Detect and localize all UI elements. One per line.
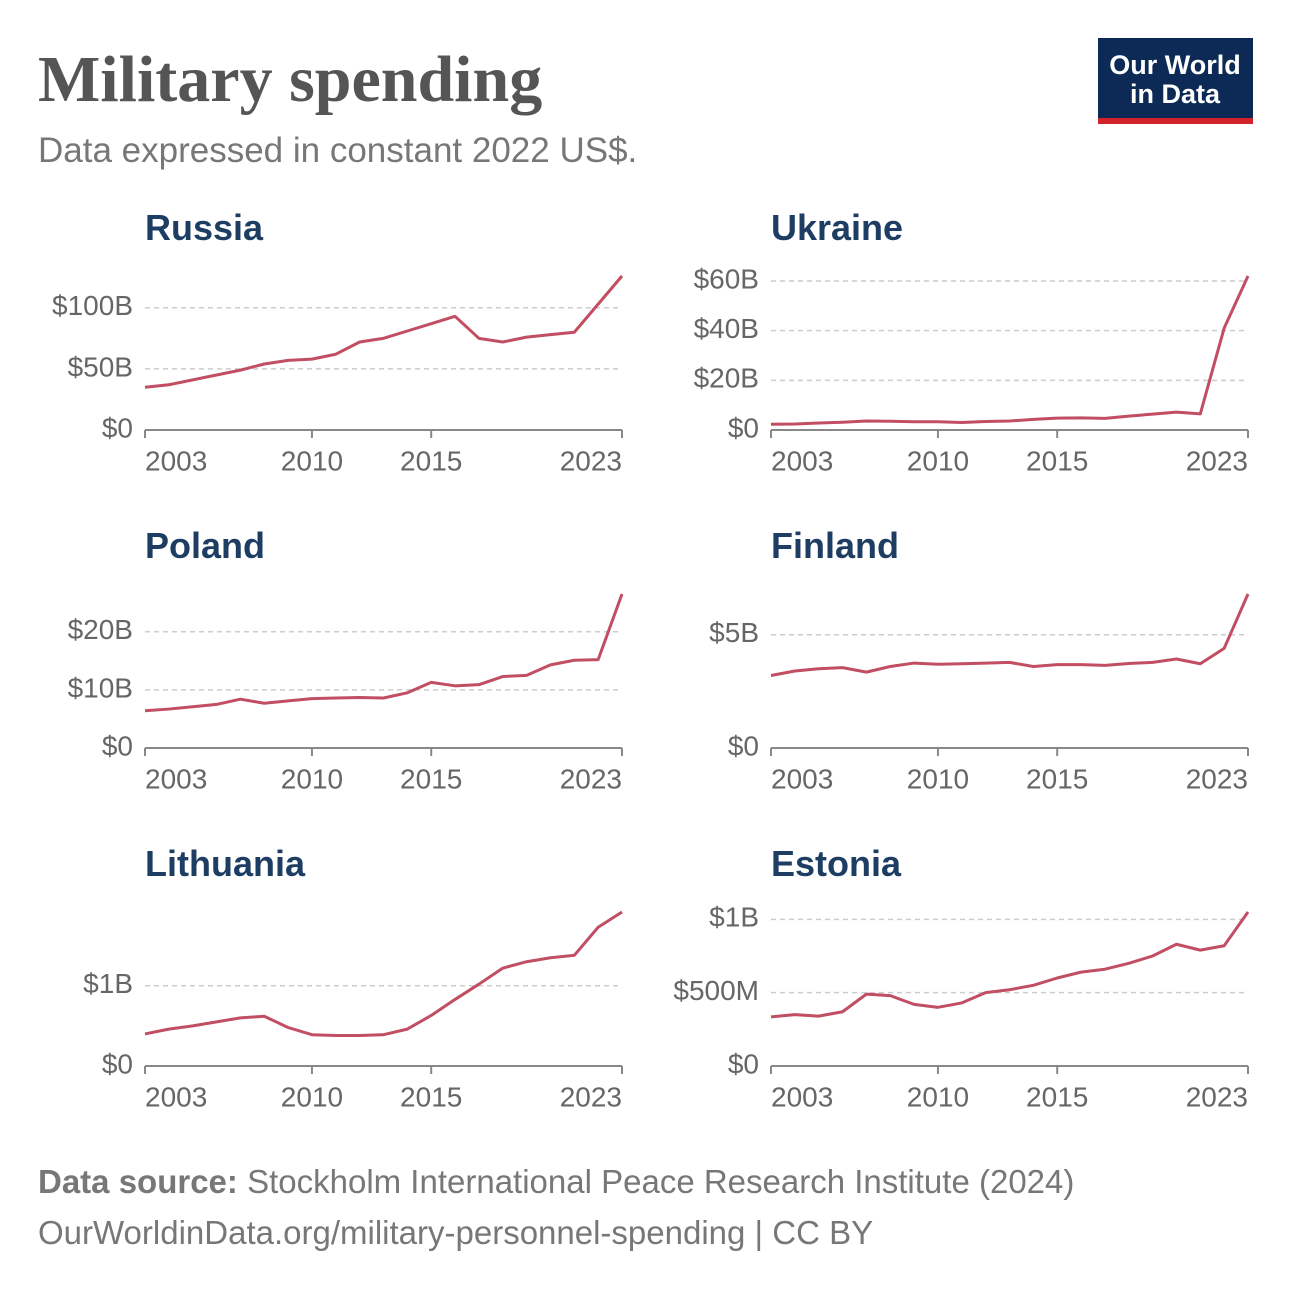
panel-title: Ukraine: [771, 207, 903, 248]
x-tick-label: 2023: [1186, 763, 1248, 794]
x-tick-label: 2015: [1026, 445, 1088, 476]
x-tick-label: 2003: [771, 1081, 833, 1112]
source-text: Stockholm International Peace Research I…: [247, 1163, 1074, 1200]
url: OurWorldinData.org/military-personnel-sp…: [38, 1214, 873, 1251]
y-tick-label: $60B: [694, 263, 759, 294]
y-tick-label: $20B: [68, 614, 133, 645]
x-tick-label: 2010: [907, 445, 969, 476]
logo-text: in Data: [1130, 79, 1221, 109]
line: [144, 275, 624, 389]
y-tick-label: $40B: [694, 313, 759, 344]
line: [144, 593, 624, 713]
logo-box: [1098, 38, 1253, 118]
x-tick-label: 2015: [1026, 763, 1088, 794]
logo-text: Our World: [1109, 50, 1241, 80]
panel-title: Poland: [145, 525, 265, 566]
y-tick-label: $0: [102, 412, 133, 443]
y-tick-label: $0: [728, 730, 759, 761]
x-tick-label: 2010: [281, 1081, 343, 1112]
x-tick-label: 2003: [771, 445, 833, 476]
x-tick-label: 2023: [560, 763, 622, 794]
y-tick-label: $0: [728, 1048, 759, 1079]
y-tick-label: $0: [728, 412, 759, 443]
x-tick-label: 2015: [1026, 1081, 1088, 1112]
panel-title: Finland: [771, 525, 899, 566]
x-tick-label: 2023: [1186, 1081, 1248, 1112]
subtitle: Data expressed in constant 2022 US$.: [38, 131, 637, 170]
x-tick-label: 2010: [281, 445, 343, 476]
panel-title: Russia: [145, 207, 264, 248]
source-label: Data source:: [38, 1163, 238, 1200]
line: [770, 911, 1250, 1019]
y-tick-label: $5B: [709, 617, 759, 648]
y-tick-label: $1B: [709, 902, 759, 933]
x-tick-label: 2003: [771, 763, 833, 794]
x-tick-label: 2023: [1186, 445, 1248, 476]
y-tick-label: $100B: [52, 290, 133, 321]
source: Data source: Stockholm International Pea…: [38, 1163, 1074, 1200]
y-tick-label: $1B: [83, 968, 133, 999]
panel-title: Estonia: [771, 843, 902, 884]
x-tick-label: 2003: [145, 763, 207, 794]
x-tick-label: 2015: [400, 763, 462, 794]
logo-bar: [1098, 118, 1253, 124]
y-tick-label: $0: [102, 730, 133, 761]
x-tick-label: 2015: [400, 1081, 462, 1112]
title: Military spending: [38, 43, 542, 116]
y-tick-label: $10B: [68, 672, 133, 703]
line: [770, 275, 1250, 426]
line: [770, 593, 1250, 678]
x-tick-label: 2010: [907, 1081, 969, 1112]
y-tick-label: $0: [102, 1048, 133, 1079]
x-tick-label: 2015: [400, 445, 462, 476]
x-tick-label: 2003: [145, 445, 207, 476]
x-tick-label: 2010: [907, 763, 969, 794]
x-tick-label: 2003: [145, 1081, 207, 1112]
x-tick-label: 2023: [560, 445, 622, 476]
panel-title: Lithuania: [145, 843, 306, 884]
y-tick-label: $50B: [68, 351, 133, 382]
y-tick-label: $20B: [694, 363, 759, 394]
y-tick-label: $500M: [673, 975, 759, 1006]
line: [144, 910, 623, 1038]
x-tick-label: 2010: [281, 763, 343, 794]
x-tick-label: 2023: [560, 1081, 622, 1112]
